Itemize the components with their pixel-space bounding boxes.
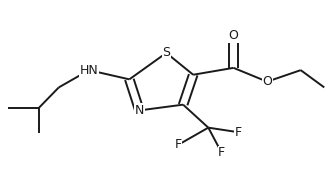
Text: F: F	[235, 126, 242, 139]
Text: O: O	[228, 29, 239, 42]
Text: O: O	[262, 75, 272, 88]
Text: S: S	[162, 46, 170, 59]
Text: F: F	[218, 146, 225, 160]
Text: F: F	[174, 138, 182, 151]
Text: N: N	[135, 104, 144, 117]
Text: HN: HN	[80, 64, 98, 77]
